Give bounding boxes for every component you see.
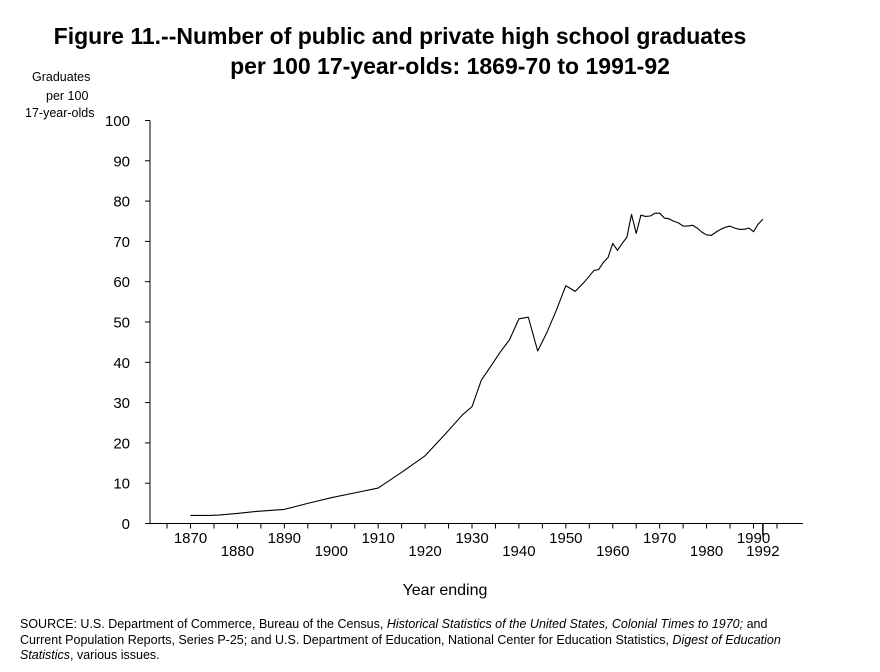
y-axis-label-line-2: per 100 — [46, 89, 89, 103]
x-tick-label: 1910 — [361, 530, 394, 547]
source-text: Current Population Reports, Series P-25;… — [20, 632, 673, 647]
source-line: Current Population Reports, Series P-25;… — [20, 633, 870, 649]
y-tick-label: 90 — [113, 153, 130, 170]
y-tick-label: 60 — [113, 274, 130, 291]
x-tick-label: 1940 — [502, 543, 535, 560]
source-italic-text: Historical Statistics of the United Stat… — [386, 617, 744, 631]
x-tick-label: 1992 — [746, 543, 779, 560]
source-line: SOURCE: U.S. Department of Commerce, Bur… — [20, 617, 870, 633]
source-text: , various issues. — [70, 648, 160, 662]
y-tick-label: 100 — [105, 113, 130, 130]
y-axis-ticks: 0 10 20 30 40 50 60 70 80 90 100 — [105, 113, 150, 533]
source-note: SOURCE: U.S. Department of Commerce, Bur… — [20, 617, 870, 664]
source-italic-text: Statistics — [20, 648, 71, 662]
source-text: SOURCE: U.S. Department of Commerce, Bur… — [20, 617, 387, 631]
x-tick-label: 1980 — [690, 543, 723, 560]
x-tick-label: 1960 — [596, 543, 629, 560]
source-italic-text: Digest of Education — [672, 632, 781, 647]
x-tick-label: 1920 — [408, 543, 441, 560]
chart-title-line-2: per 100 17-year-olds: 1869-70 to 1991-92 — [230, 53, 670, 79]
y-tick-label: 50 — [113, 315, 130, 332]
y-tick-label: 0 — [122, 516, 130, 533]
x-tick-label: 1970 — [643, 530, 676, 547]
x-tick-label: 1950 — [549, 530, 582, 547]
y-tick-label: 70 — [113, 234, 130, 251]
series-line — [190, 212, 764, 516]
y-tick-label: 10 — [113, 476, 130, 493]
y-axis-label-line-1: Graduates — [32, 70, 91, 84]
x-tick-label: 1880 — [221, 543, 254, 560]
x-axis-label: Year ending — [403, 582, 488, 599]
source-text: and — [743, 617, 768, 631]
y-axis-label-line-3: 17-year-olds — [25, 106, 95, 120]
y-tick-label: 30 — [113, 395, 130, 412]
x-tick-label: 1890 — [268, 530, 301, 547]
chart-series — [190, 212, 764, 516]
y-tick-label: 20 — [113, 435, 130, 452]
source-line: Statistics, various issues. — [20, 648, 870, 664]
y-tick-label: 40 — [113, 355, 130, 372]
x-tick-label: 1900 — [315, 543, 348, 560]
x-tick-label: 1870 — [174, 530, 207, 547]
chart-axes — [149, 120, 803, 524]
y-tick-label: 80 — [113, 194, 130, 211]
chart-title-line-1: Figure 11.--Number of public and private… — [53, 23, 747, 49]
x-axis-ticks: 1870 1890 1910 1930 1950 1970 1990 1880 1900 1920… — [166, 523, 780, 560]
x-tick-label: 1990 — [737, 530, 770, 547]
x-tick-label: 1930 — [455, 530, 488, 547]
